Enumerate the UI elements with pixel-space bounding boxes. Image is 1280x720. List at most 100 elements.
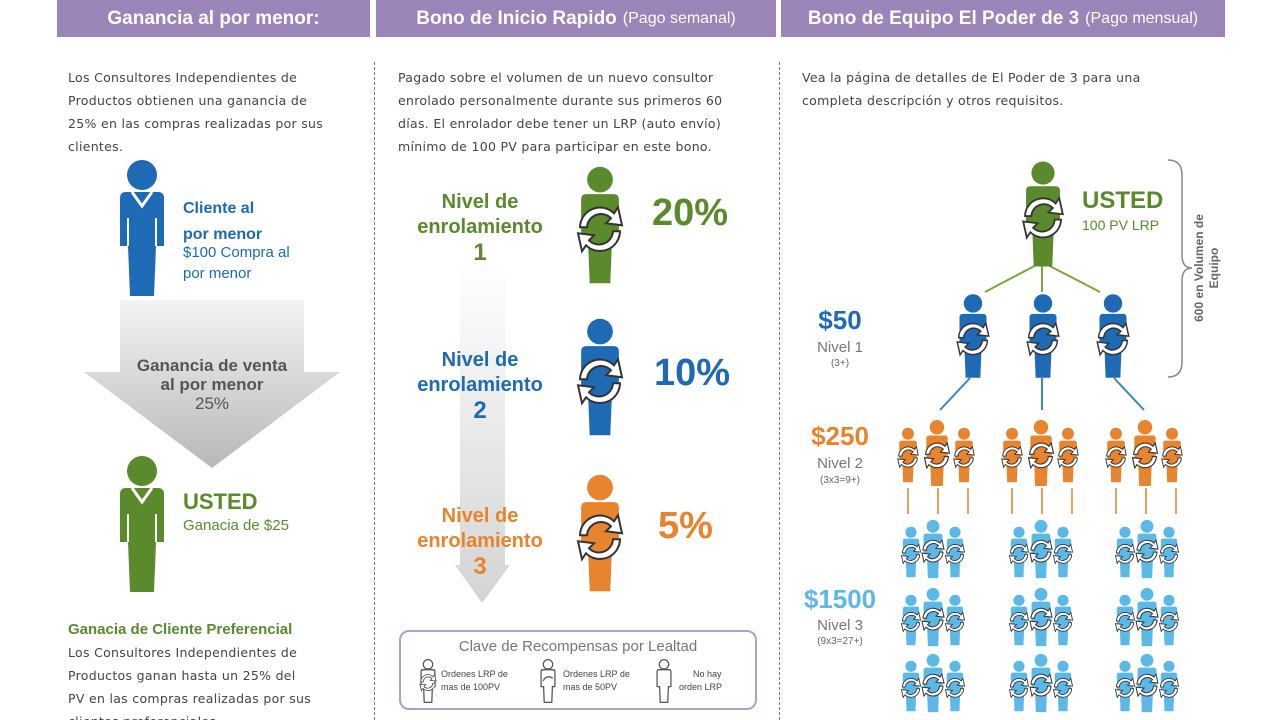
level-2-member-icon [1131, 419, 1159, 487]
text-line: 1 [473, 239, 487, 266]
text-line: enrolamiento [417, 216, 543, 238]
text-line: Productos ganan hasta un 25% del [68, 668, 296, 683]
level-2-member-icon [1001, 427, 1023, 483]
header-title: Bono de Equipo El Poder de 3 [807, 7, 1080, 29]
level-3-member-icon [1135, 587, 1159, 647]
level-2-member-icon [1027, 419, 1055, 487]
customer-detail: $100 Compra al por menor [183, 242, 290, 284]
text-line: Cliente al [183, 200, 255, 217]
enrollment-level-1-label: Nivel de enrolamiento 1 [405, 190, 555, 265]
level-1-member-icon [1096, 294, 1130, 378]
text-line: 25% en las compras realizadas por sus [68, 116, 324, 131]
text-line: 2 [473, 397, 487, 424]
legend-item-2: Ordenes LRP de mas de 50PV [563, 668, 630, 694]
team-level-2-name: Nivel 2 [817, 455, 863, 472]
text-line: mínimo de 100 PV para participar en este… [398, 139, 712, 154]
text-line: Ganancia de venta [136, 356, 288, 375]
text-line: Los Consultores Independientes de [68, 70, 298, 85]
text-line: Pagado sobre el volumen de un nuevo cons… [398, 70, 714, 85]
level-3-member-icon [1135, 653, 1159, 713]
text-line: enrolamiento [417, 530, 543, 552]
header-subtitle: (Pago semanal) [622, 9, 736, 27]
level-3-member-icon [1029, 653, 1053, 713]
text-line: Equipo [1207, 247, 1221, 289]
text-line: No hay [693, 669, 722, 679]
team-level-3-amount: $1500 [803, 584, 877, 614]
loyalty-rewards-legend: Clave de Recompensas por Lealtad Ordenes… [399, 630, 757, 710]
team-level-2-amount: $250 [811, 421, 869, 451]
down-arrow-graphic [84, 300, 340, 468]
text-line: Nivel de [441, 191, 519, 213]
text-line: 3 [473, 553, 487, 580]
team-level-3-note: (9x3=27+) [817, 636, 863, 647]
you-detail: Ganacia de $25 [183, 517, 289, 534]
you-person-cycle-icon [1022, 161, 1064, 267]
level-3-member-icon [1029, 519, 1053, 579]
text-line: al por menor [160, 375, 264, 394]
text-line: 25% [194, 394, 230, 413]
text-line: por menor [183, 226, 263, 243]
team-you-detail: 100 PV LRP [1082, 217, 1160, 233]
team-level-1-amount: $50 [818, 305, 862, 335]
legend-title: Clave de Recompensas por Lealtad [458, 638, 698, 655]
column-divider [374, 62, 375, 720]
level-3-member-icon [921, 587, 945, 647]
team-you-title: USTED [1082, 187, 1164, 214]
lrp-50pv-icon [540, 659, 556, 703]
header-subtitle: (Pago mensual) [1085, 9, 1199, 27]
text-line: por menor [183, 265, 252, 282]
text-line: enrolado personalmente durante sus prime… [398, 93, 723, 108]
preferred-title: Ganacia de Cliente Preferencial [68, 621, 293, 638]
text-line: mas de 100PV [441, 682, 501, 692]
text-line: clientes preferenciales. [68, 710, 358, 720]
text-line: mas de 50PV [563, 682, 618, 692]
team-level-1-note: (3+) [830, 358, 850, 369]
column-divider [779, 62, 780, 720]
enrollment-level-2-label: Nivel de enrolamiento 2 [405, 348, 555, 423]
you-title: USTED [183, 489, 258, 514]
text-line: Los Consultores Independientes de [68, 645, 298, 660]
text-line: Vea la página de detalles de El Poder de… [802, 70, 1141, 85]
level-3-member-icon [921, 519, 945, 579]
level-2-member-icon [897, 427, 919, 483]
level-3-percent: 5% [658, 505, 713, 547]
level-2-member-icon [953, 427, 975, 483]
team-volume-bracket-label: 600 en Volumen de Equipo [1192, 214, 1222, 322]
level-3-member-icon [921, 653, 945, 713]
text-line: Productos obtienen una ganancia de [68, 93, 308, 108]
preferred-text: Los Consultores Independientes de Produc… [68, 641, 358, 720]
level-1-member-icon [956, 294, 990, 378]
header-team-bonus: Bono de Equipo El Poder de 3 (Pago mensu… [781, 0, 1225, 37]
team-bonus-intro-text: Vea la página de detalles de El Poder de… [802, 66, 1222, 112]
text-line: $100 Compra al [183, 244, 290, 261]
level-2-member-icon [1057, 427, 1079, 483]
text-line: orden LRP [679, 682, 723, 692]
level-2-member-icon [1161, 427, 1183, 483]
you-person-icon [112, 454, 172, 594]
text-line: completa descripción y otros requisitos. [802, 93, 1064, 108]
retail-profit-arrow-label: Ganancia de venta al por menor 25% [82, 356, 342, 413]
fast-start-down-arrow [455, 260, 510, 603]
level-2-member-icon [1105, 427, 1127, 483]
level-1-member-icon [1026, 294, 1060, 378]
text-line: enrolamiento [417, 374, 543, 396]
header-title: Bono de Inicio Rapido [416, 7, 617, 29]
team-level-2-note: (3x3=9+) [819, 475, 861, 486]
level-2-member-icon [923, 419, 951, 487]
text-line: Nivel de [441, 349, 519, 371]
text-line: días. El enrolador debe tener un LRP (au… [398, 116, 722, 131]
level-1-percent: 20% [652, 192, 729, 234]
team-level-1-name: Nivel 1 [817, 339, 863, 356]
header-retail-profit: Ganancia al por menor: [57, 0, 370, 37]
legend-item-1: Ordenes LRP de mas de 100PV [441, 668, 508, 694]
text-line: Nivel de [441, 505, 519, 527]
header-title: Ganancia al por menor: [107, 7, 320, 29]
text-line: PV en las compras realizadas por sus [68, 691, 312, 706]
level-2-percent: 10% [654, 352, 731, 394]
team-level-3-name: Nivel 3 [817, 617, 863, 634]
text-line: Ordenes LRP de [441, 669, 508, 679]
customer-title: Cliente al por menor [183, 196, 262, 248]
fast-start-intro-text: Pagado sobre el volumen de un nuevo cons… [398, 66, 768, 158]
level-3-member-icon [1029, 587, 1053, 647]
